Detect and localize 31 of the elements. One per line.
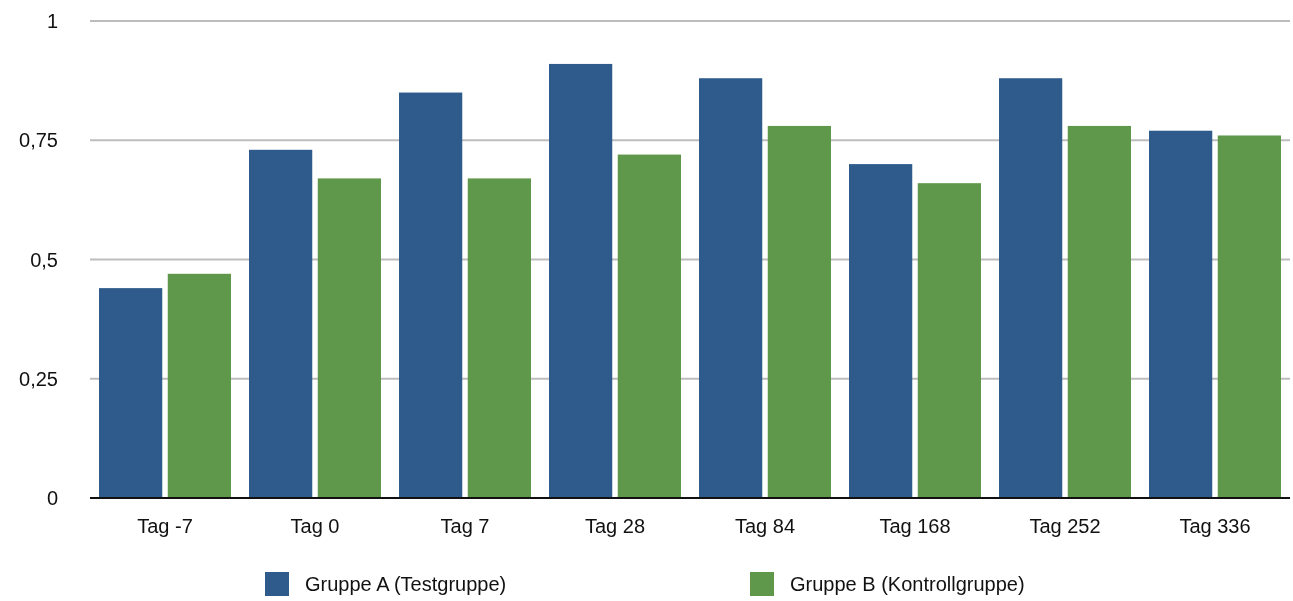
bar: [1149, 130, 1213, 498]
bar: [549, 63, 613, 498]
y-tick-label: 0,75: [19, 129, 58, 152]
y-tick-label: 0: [46, 487, 58, 509]
x-tick-label: Tag 336: [1179, 515, 1251, 537]
bar: [249, 149, 313, 498]
legend-label: Gruppe B (Kontrollgruppe): [790, 573, 1025, 595]
y-tick-label: 1: [46, 10, 58, 32]
bar: [399, 92, 463, 498]
x-tick-label: Tag 7: [440, 515, 490, 537]
bar: [1067, 125, 1131, 498]
bar: [917, 183, 981, 498]
bar: [699, 78, 763, 498]
bar: [617, 154, 681, 498]
bar: [467, 178, 531, 498]
x-tick-label: Tag -7: [137, 515, 193, 537]
x-tick-label: Tag 0: [290, 515, 340, 537]
bar: [317, 178, 381, 498]
bar: [999, 78, 1063, 498]
x-tick-label: Tag 252: [1029, 515, 1101, 537]
bar: [1217, 135, 1281, 498]
y-tick-label: 0,25: [19, 367, 58, 390]
x-tick-label: Tag 84: [734, 515, 796, 537]
legend-label: Gruppe A (Testgruppe): [305, 573, 507, 595]
y-tick-label: 0,5: [30, 248, 58, 271]
bar: [849, 164, 913, 498]
bar: [99, 288, 163, 498]
x-tick-label: Tag 28: [584, 515, 646, 537]
x-tick-label: Tag 168: [879, 515, 951, 537]
bar: [767, 125, 831, 498]
bar: [167, 273, 231, 498]
